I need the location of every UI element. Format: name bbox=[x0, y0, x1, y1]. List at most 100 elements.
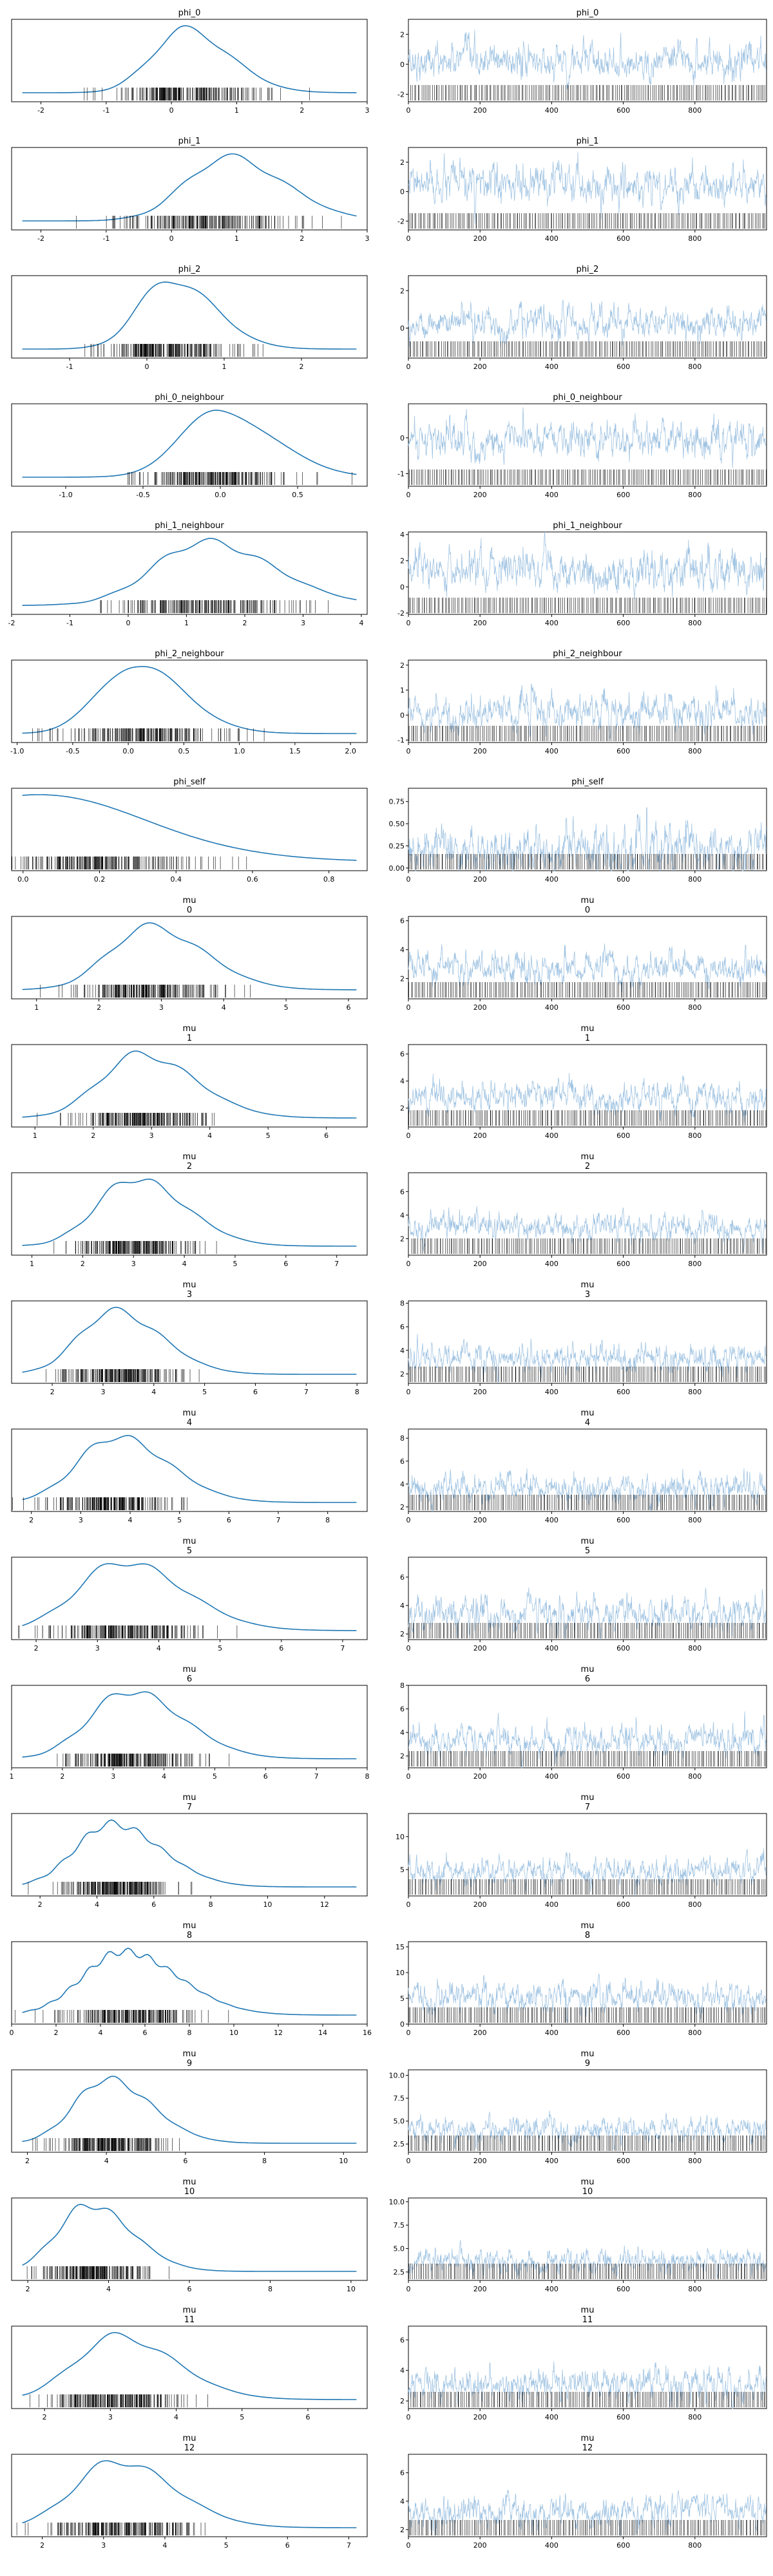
kde-rug bbox=[46, 1369, 200, 1382]
trace-ytick-label: -2 bbox=[397, 90, 405, 99]
trace-xtick-label: 400 bbox=[545, 491, 558, 499]
title-text: phi_0 bbox=[178, 8, 201, 18]
title-line: 0 bbox=[187, 905, 192, 915]
trace-xtick-label: 600 bbox=[616, 1260, 630, 1268]
kde-xtick-label: 8 bbox=[355, 1388, 359, 1396]
trace-xtick-label: 600 bbox=[616, 1132, 630, 1140]
trace-line bbox=[408, 683, 767, 739]
title-text: phi_self bbox=[173, 777, 205, 787]
trace-xtick-label: 400 bbox=[545, 234, 558, 243]
trace-ytick-label: -1 bbox=[397, 470, 405, 478]
trace-ytick-label: 0.00 bbox=[389, 864, 405, 873]
kde-curve bbox=[22, 538, 357, 606]
kde-panel: 0.0 0.2 0.4 0.6 0.8 bbox=[11, 788, 368, 884]
kde-xtick-label: 0 bbox=[169, 234, 174, 243]
title-text: phi_0 bbox=[577, 8, 599, 18]
title-line: 3 bbox=[187, 1290, 192, 1300]
kde-xtick-label: 6 bbox=[346, 1003, 350, 1012]
title-text: phi_0_neighbour bbox=[553, 393, 622, 402]
trace-row: phi_2_neighbour phi_2_neighbour -1.0 -0.5 0.… bbox=[10, 649, 767, 755]
title-text: phi_1_neighbour bbox=[553, 521, 622, 531]
title-line: mu bbox=[183, 896, 196, 905]
trace-xtick-label: 600 bbox=[616, 234, 630, 243]
kde-axes-frame bbox=[11, 916, 368, 999]
kde-title: phi_1 bbox=[178, 137, 201, 146]
trace-rug bbox=[409, 1367, 766, 1382]
trace-ytick-label: 0.75 bbox=[389, 798, 405, 806]
kde-xtick-label: 3 bbox=[365, 106, 370, 115]
trace-xtick-label: 600 bbox=[616, 1003, 630, 1012]
trace-line bbox=[408, 531, 767, 599]
trace-line bbox=[408, 1073, 767, 1124]
kde-rug bbox=[84, 88, 310, 100]
trace-line bbox=[408, 807, 767, 872]
kde-axes-frame bbox=[11, 531, 368, 615]
trace-panel: 2 4 6 0 200 400 600 800 bbox=[400, 916, 767, 1012]
trace-panel: 2 4 6 0 200 400 600 800 bbox=[400, 1172, 767, 1268]
kde-title: mu1 bbox=[183, 1024, 196, 1043]
trace-title: phi_self bbox=[571, 777, 604, 787]
kde-xtick-label: -1 bbox=[102, 234, 110, 243]
kde-curve bbox=[22, 1307, 357, 1375]
title-line: mu bbox=[581, 1152, 595, 1162]
trace-xtick-label: 0 bbox=[406, 1132, 411, 1140]
kde-xtick-label: 2 bbox=[81, 1260, 85, 1268]
trace-line bbox=[408, 30, 767, 90]
trace-line bbox=[408, 299, 767, 347]
title-line: 2 bbox=[187, 1162, 192, 1171]
title-line: mu bbox=[581, 1280, 595, 1290]
kde-xtick-label: -0.5 bbox=[136, 491, 149, 499]
kde-xtick-label: 3 bbox=[159, 1003, 164, 1012]
kde-xtick-label: 7 bbox=[334, 1260, 339, 1268]
trace-rug bbox=[408, 1238, 767, 1254]
kde-axes-frame bbox=[11, 659, 368, 743]
trace-rug bbox=[408, 982, 767, 998]
kde-panel: 1 2 3 4 5 6 bbox=[11, 1044, 368, 1140]
trace-xtick-label: 0 bbox=[406, 1003, 411, 1012]
kde-xtick-label: 0.0 bbox=[122, 747, 134, 755]
kde-curve bbox=[22, 410, 357, 478]
kde-rug bbox=[37, 1113, 215, 1126]
kde-axes-frame bbox=[11, 1044, 368, 1128]
trace-ytick-label: 6 bbox=[400, 1188, 405, 1196]
trace-xtick-label: 0 bbox=[406, 491, 411, 499]
kde-title: phi_2 bbox=[178, 265, 201, 274]
trace-xtick-label: 200 bbox=[473, 234, 487, 243]
kde-xtick-label: -2 bbox=[37, 234, 44, 243]
kde-xtick-label: -1.0 bbox=[10, 747, 24, 755]
kde-xtick-label: 1 bbox=[184, 619, 189, 627]
kde-xtick-label: 1 bbox=[34, 1003, 39, 1012]
kde-xtick-label: 3 bbox=[149, 1132, 154, 1140]
kde-curve bbox=[22, 1179, 357, 1247]
kde-xtick-label: 1 bbox=[234, 106, 239, 115]
trace-ytick-label: 2 bbox=[400, 30, 405, 39]
trace-xtick-label: 600 bbox=[616, 875, 630, 884]
kde-xtick-label: 3 bbox=[301, 619, 305, 627]
trace-title: phi_0 bbox=[577, 8, 599, 18]
trace-title: phi_2_neighbour bbox=[553, 649, 622, 659]
kde-xtick-label: 6 bbox=[283, 1260, 288, 1268]
kde-xtick-label: 4 bbox=[207, 1132, 212, 1140]
trace-xtick-label: 200 bbox=[473, 1003, 487, 1012]
trace-title: mu0 bbox=[581, 896, 595, 915]
title-text: phi_2 bbox=[577, 265, 599, 274]
kde-xtick-label: 3 bbox=[131, 1260, 136, 1268]
trace-xtick-label: 800 bbox=[688, 106, 701, 115]
title-line: mu bbox=[581, 1024, 595, 1034]
kde-xtick-label: 0.5 bbox=[292, 491, 303, 499]
trace-panel: 0 2 0 200 400 600 800 bbox=[400, 275, 767, 371]
trace-axes-frame bbox=[408, 531, 767, 615]
kde-xtick-label: 0.2 bbox=[94, 875, 106, 884]
kde-title: phi_2_neighbour bbox=[155, 649, 224, 659]
trace-ytick-label: 0 bbox=[400, 434, 405, 442]
trace-ytick-label: 2 bbox=[400, 1104, 405, 1113]
kde-panel: -1 0 1 2 bbox=[11, 275, 368, 371]
trace-xtick-label: 0 bbox=[406, 747, 411, 755]
